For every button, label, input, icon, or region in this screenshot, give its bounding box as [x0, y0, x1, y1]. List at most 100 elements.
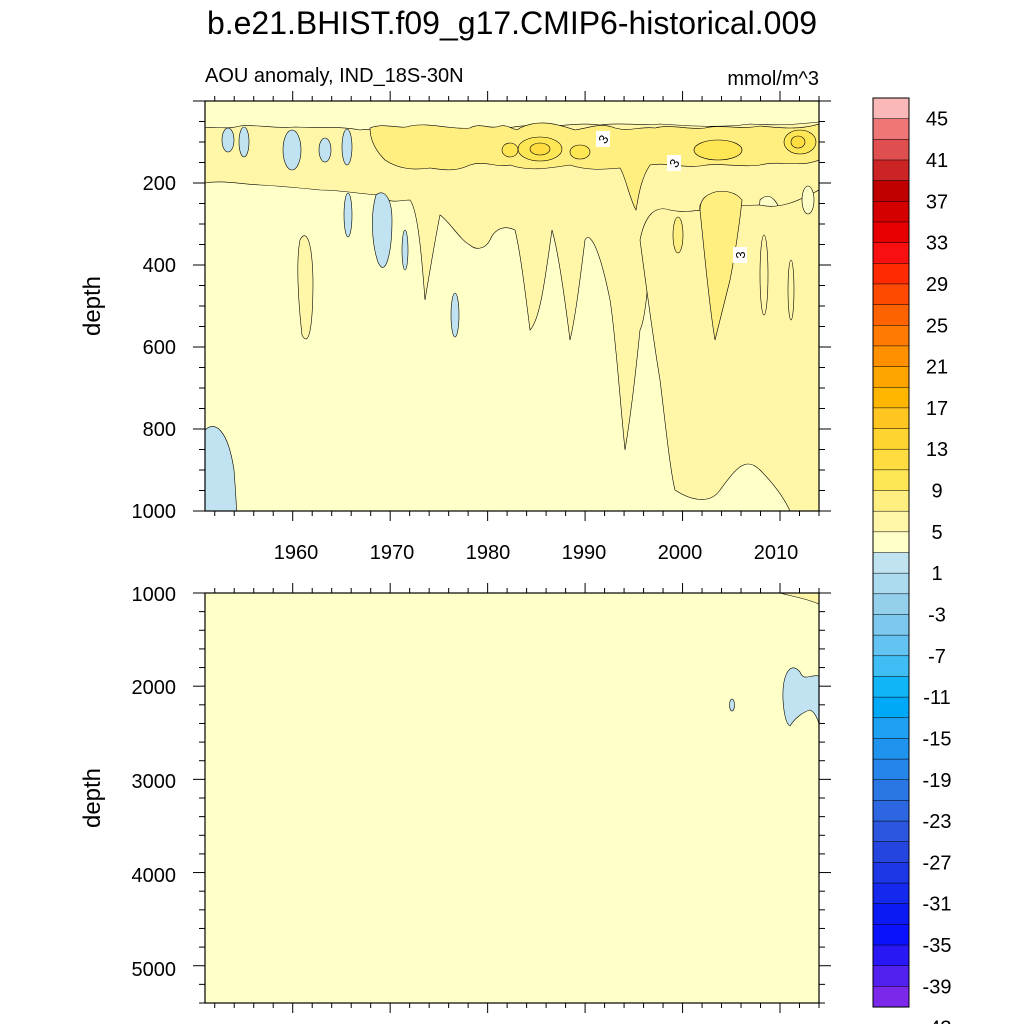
contour-fill-level-neg3-b: [221, 127, 235, 153]
colorbar-label: 25: [926, 315, 948, 337]
colorbar-swatch: [872, 510, 910, 533]
colorbar-swatch: [872, 738, 910, 760]
contour-line-lower-top: [779, 593, 819, 605]
colorbar-label: 33: [926, 233, 948, 255]
colorbar-labels: 45 41 37 33 29 25 21 17 13 9 5 1 -3 -7 -11 -15 -19 -23 -27…: [923, 109, 952, 1024]
colorbar-label: -43: [923, 1018, 952, 1024]
colorbar-swatch: [872, 201, 910, 223]
colorbar-label: -35: [923, 935, 952, 957]
colorbar-swatch: [872, 283, 910, 306]
colorbar-swatch: [872, 242, 910, 264]
colorbar-swatch: [872, 862, 910, 884]
colorbar-swatch: [872, 634, 910, 657]
upper-ytick-800: 800: [143, 419, 176, 441]
colorbar-label: 29: [926, 274, 948, 296]
colorbar-swatch: [872, 407, 910, 430]
colorbar-swatch: [872, 325, 910, 347]
contour-fill-level-1-streak-c: [759, 234, 769, 316]
colorbar-label: -3: [928, 604, 946, 626]
colorbar-label: -15: [923, 728, 952, 750]
colorbar-label: 45: [926, 109, 948, 131]
contour-fill-level-1-streak-b: [672, 216, 684, 254]
contour-fill-level-neg3-deep-small: [729, 698, 735, 712]
upper-x-ticks: [214, 91, 820, 521]
colorbar-label: 1: [931, 563, 942, 585]
colorbar-swatch: [872, 944, 910, 967]
contour-fill-level-neg3-c: [238, 126, 250, 158]
upper-y-axis-label: depth: [79, 276, 106, 336]
colorbar-swatch: [872, 552, 910, 574]
lower-y-axis-label: depth: [79, 768, 106, 828]
colorbar-label: -11: [923, 687, 950, 709]
colorbar-label: 13: [926, 439, 948, 461]
colorbar-label: -39: [923, 976, 952, 998]
colorbar-swatch: [872, 779, 910, 801]
colorbar-label: 21: [926, 357, 948, 379]
lower-panel: 1000 2000 3000 4000 5000 depth: [79, 583, 831, 1013]
upper-xtick-2010: 2010: [754, 542, 799, 564]
colorbar-swatch: [872, 428, 910, 450]
colorbar-swatch: [872, 139, 910, 161]
upper-y-ticks: [193, 100, 831, 512]
upper-ytick-600: 600: [143, 337, 176, 359]
upper-xtick-1970: 1970: [370, 542, 415, 564]
contour-fill-level-neg3-i: [401, 229, 409, 271]
contour-label-3-text: 3: [733, 251, 748, 258]
colorbar-frame: [872, 97, 910, 1008]
contour-fill-level-7-c: [790, 135, 806, 149]
contour-fill-level-7-a: [529, 142, 551, 156]
chart-subtitle: AOU anomaly, IND_18S-30N: [205, 65, 464, 87]
colorbar-swatch: [872, 717, 910, 739]
colorbar-swatch: [872, 614, 910, 636]
contour-fill-level-1-streak-e: [801, 185, 815, 215]
lower-y-ticks: [193, 592, 831, 1004]
colorbar-swatch: [872, 965, 910, 987]
contour-fill-level-1-streak-a: [297, 235, 314, 340]
contour-label-1: 3: [595, 131, 612, 147]
colorbar-swatch: [872, 386, 910, 409]
chart-units: mmol/m^3: [727, 68, 819, 90]
lower-ytick-4000: 4000: [132, 865, 177, 887]
upper-panel: 3 3 3 200 400 600 800 1000 1960 1970 198…: [79, 91, 831, 564]
colorbar-swatch: [872, 800, 910, 822]
colorbar-swatch: [872, 820, 910, 843]
contour-fill-level-neg3-f: [372, 192, 393, 268]
contour-fill-level-5-d: [501, 142, 519, 158]
lower-ytick-3000: 3000: [132, 771, 177, 793]
colorbar-swatch: [872, 572, 910, 595]
colorbar-swatch: [872, 531, 910, 554]
colorbar-swatch: [872, 469, 910, 492]
colorbar-label: -27: [923, 852, 952, 874]
colorbar-swatch: [872, 924, 910, 946]
lower-ytick-1000: 1000: [132, 584, 177, 606]
colorbar-swatch: [872, 758, 910, 781]
lower-ytick-5000: 5000: [132, 959, 177, 981]
contour-label-3: 3: [733, 247, 748, 263]
contour-fill-level-neg3-d: [318, 137, 332, 163]
colorbar-swatch: [872, 903, 910, 925]
upper-xtick-1990: 1990: [562, 542, 607, 564]
colorbar-label: 17: [926, 398, 948, 420]
colorbar-label: -23: [923, 811, 952, 833]
upper-xtick-1980: 1980: [466, 542, 511, 564]
colorbar-label: 5: [931, 522, 942, 544]
colorbar-swatch: [872, 676, 910, 698]
colorbar-swatch: [872, 882, 910, 905]
contour-fill-level-neg3-west: [205, 426, 237, 511]
contour-fill-level-1-streak-d: [787, 259, 795, 321]
colorbar-label: 9: [931, 481, 942, 503]
contour-fill-level-neg3-e: [341, 128, 353, 166]
contour-fill-level-neg3-g: [343, 192, 353, 238]
contour-fill-level-neg3-deep: [782, 667, 819, 727]
contour-fill-level-neg3-a: [282, 129, 302, 171]
colorbar-swatch: [872, 655, 910, 678]
colorbar-swatch: [872, 345, 910, 368]
upper-xtick-1960: 1960: [274, 542, 319, 564]
contour-fill-level-5-e: [569, 144, 591, 160]
colorbar-label: -7: [928, 646, 946, 668]
lower-plot-background: [205, 593, 819, 1003]
colorbar-swatch: [872, 221, 910, 244]
colorbar-swatch: [872, 448, 910, 471]
colorbar-swatch: [872, 159, 910, 182]
